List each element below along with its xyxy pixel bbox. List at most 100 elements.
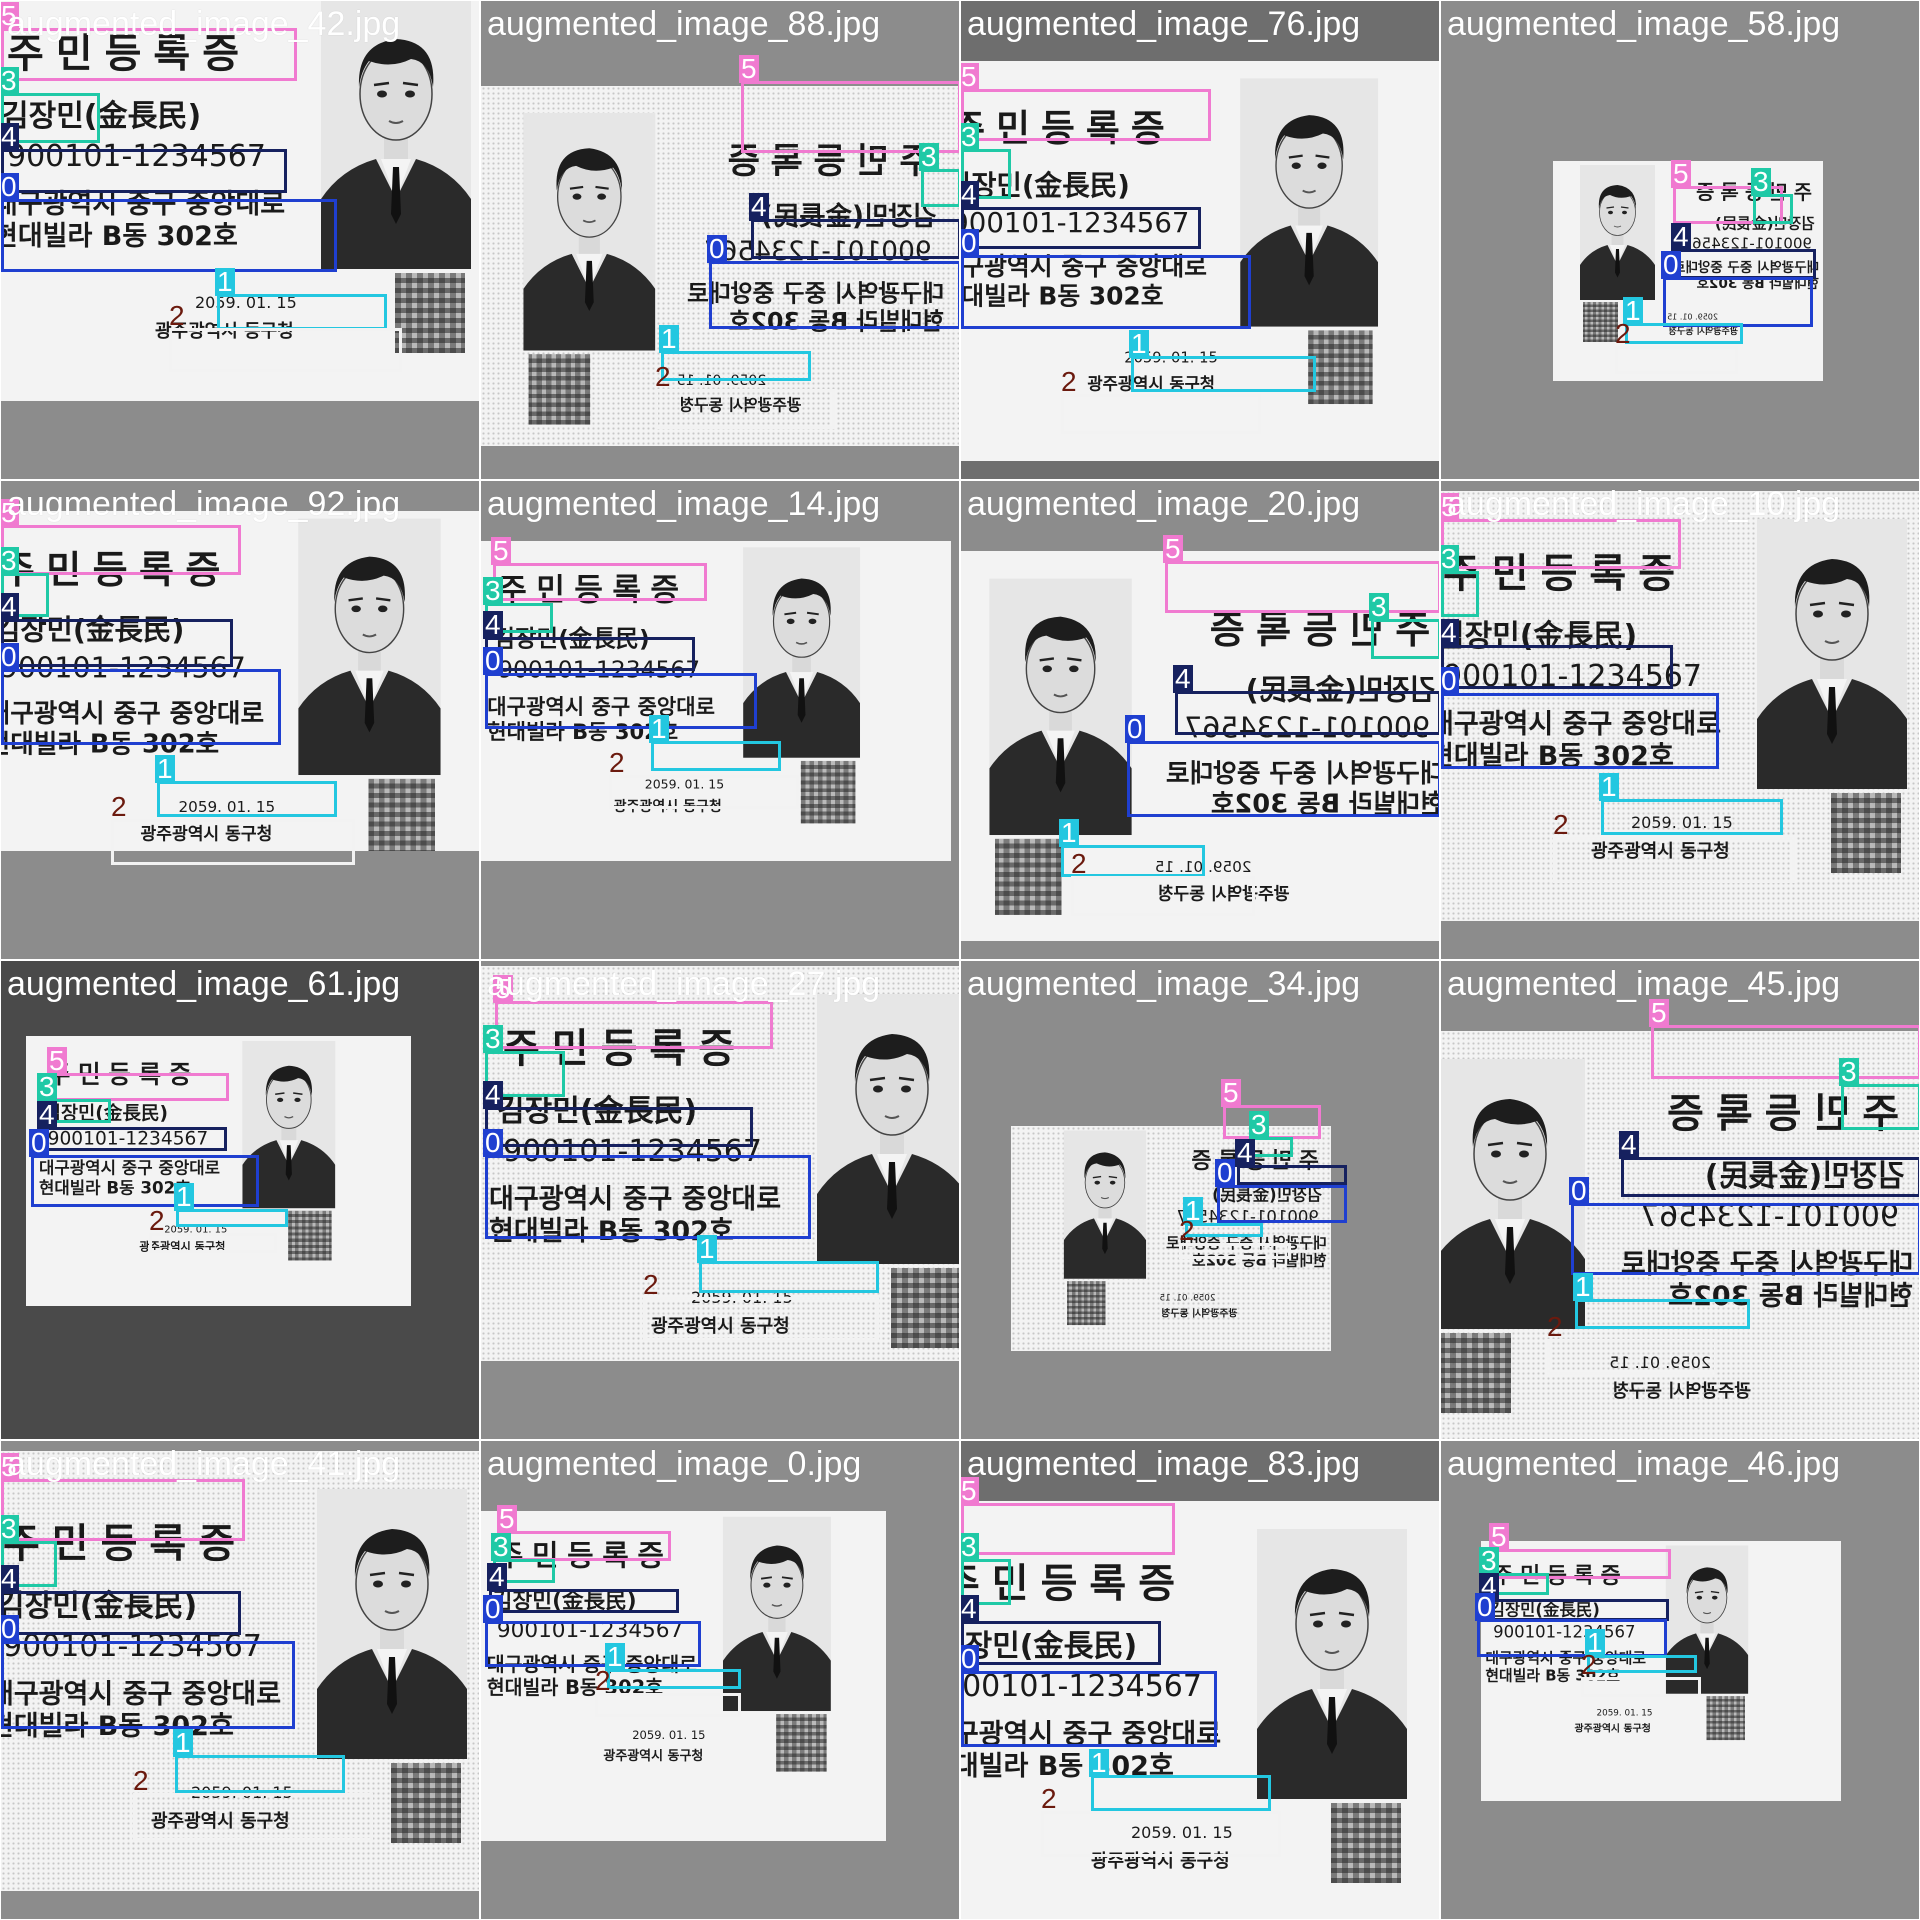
- portrait-drawing: [1257, 1529, 1407, 1799]
- detection-box-class-5: [1165, 561, 1439, 613]
- detection-label-class-1: 1: [659, 323, 679, 354]
- tile-filename: augmented_image_92.jpg: [7, 485, 401, 523]
- card-address-line2: 현대빌라 B동 302호: [38, 1178, 191, 1198]
- detection-box-class-2: [1615, 346, 1738, 374]
- detection-box-class-1: [1587, 1655, 1697, 1673]
- detection-label-class-3: 3: [1, 1513, 19, 1544]
- tile-filename: augmented_image_46.jpg: [1447, 1445, 1841, 1483]
- detection-box-class-2: [169, 328, 402, 372]
- detection-label-class-3: 3: [491, 1531, 511, 1562]
- detection-box-class-0: [1, 1641, 295, 1729]
- detection-box-class-5: [1, 28, 297, 81]
- portrait-photo: [1757, 519, 1907, 789]
- detection-box-class-1: [1575, 1299, 1750, 1329]
- detection-label-class-1: 1: [649, 713, 669, 744]
- detection-box-class-0: [485, 1155, 811, 1239]
- detection-label-class-3: 3: [1, 65, 19, 96]
- detection-box-class-0: [1477, 1619, 1667, 1657]
- detection-label-class-0: 0: [1441, 665, 1459, 696]
- detection-label-class-4: 4: [1, 591, 19, 622]
- detection-label-class-4: 4: [37, 1099, 57, 1130]
- detection-box-class-2: [595, 1693, 741, 1717]
- qr-code: [368, 778, 435, 851]
- card-address-line1: 대구광역시 중구 중앙대로: [1, 189, 286, 220]
- detection-label-class-0: 0: [961, 227, 979, 258]
- card-issuer: 광주광역시 동구청: [1612, 1381, 1751, 1402]
- detection-box-class-2: [1061, 394, 1261, 434]
- detection-label-class-1: 1: [215, 266, 235, 297]
- detection-box-class-5: [493, 563, 707, 601]
- card-address-line1: 대구광역시 중구 중앙대로: [1, 1679, 282, 1710]
- image-tile: 주민등록증 김장민(金長民) 900101-1234567 대구광역시 중구 중…: [481, 961, 959, 1439]
- detection-label-class-4: 4: [1619, 1129, 1639, 1160]
- detection-box-class-1: [607, 1669, 741, 1689]
- detection-box-class-4: [1, 149, 287, 193]
- image-tile: 주민등록증 김장민(金長民) 900101-1234567 대구광역시 중구 중…: [1441, 1, 1919, 479]
- detection-label-class-5: 5: [1221, 1077, 1241, 1108]
- detection-box-class-4: [485, 637, 695, 671]
- detection-label-class-0: 0: [1569, 1175, 1589, 1206]
- detection-box-class-5: [1673, 186, 1783, 224]
- detection-label-class-3: 3: [483, 1023, 503, 1054]
- portrait-drawing: [1063, 1130, 1147, 1279]
- detection-label-class-1: 1: [1059, 817, 1079, 848]
- card-title: 주민등록증: [7, 31, 251, 77]
- tile-filename: augmented_image_0.jpg: [487, 1445, 862, 1483]
- detection-label-class-5: 5: [1163, 533, 1183, 564]
- detection-label-class-3: 3: [37, 1071, 57, 1102]
- card-id-number: 900101-1234567: [961, 1669, 1202, 1704]
- detection-label-class-1: 1: [174, 1181, 194, 1212]
- detection-box-class-1: [176, 1209, 288, 1227]
- detection-box-class-1: [175, 1755, 345, 1793]
- detection-box-class-5: [1, 525, 241, 575]
- id-card: 주민등록증 김장민(金長民) 900101-1234567 대구광역시 중구 중…: [961, 1501, 1439, 1919]
- detection-box-class-0: [1571, 1203, 1919, 1275]
- detection-label-class-1: 1: [1089, 1747, 1109, 1778]
- portrait-drawing: [1240, 78, 1379, 327]
- qr-code: [1331, 1803, 1401, 1883]
- detection-label-class-5: 5: [1671, 158, 1691, 189]
- detection-label-class-5: 5: [47, 1045, 67, 1076]
- id-card: 주민등록증 김장민(金長民) 900101-1234567 대구광역시 중구 중…: [481, 86, 959, 446]
- detection-box-class-2: [1179, 1243, 1291, 1259]
- tile-filename: augmented_image_42.jpg: [7, 5, 401, 43]
- detection-label-class-2: 2: [1061, 366, 1077, 397]
- card-issuer: 광주광역시 동구청: [1161, 1307, 1238, 1320]
- tile-filename: augmented_image_76.jpg: [967, 5, 1361, 43]
- id-card: 주민등록증 김장민(金長民) 900101-1234567 대구광역시 중구 중…: [1, 511, 479, 851]
- card-name: 김장민(金長民): [1441, 619, 1638, 654]
- card-title: 주민등록증: [1, 549, 232, 593]
- detection-box-class-2: [1553, 837, 1795, 883]
- detection-box-class-2: [111, 819, 355, 865]
- card-issue-date: 2059. 01. 15: [195, 293, 297, 312]
- card-address: 대구광역시 중구 중앙대로 현대빌라 B동 302호: [489, 1184, 781, 1248]
- detection-box-class-3: [1251, 1137, 1293, 1157]
- detection-label-class-5: 5: [1, 1451, 19, 1482]
- detection-label-class-2: 2: [1615, 318, 1631, 349]
- id-card-content: 주민등록증 김장민(金長民) 900101-1234567 대구광역시 중구 중…: [1441, 1051, 1919, 1413]
- detection-box-class-4: [489, 1589, 679, 1613]
- id-card-content: 주민등록증 김장민(金長民) 900101-1234567 대구광역시 중구 중…: [989, 571, 1439, 915]
- detection-label-class-5: 5: [1489, 1521, 1509, 1552]
- qr-code: [1706, 1696, 1745, 1741]
- portrait-photo: [1240, 78, 1379, 327]
- detection-label-class-5: 5: [961, 1475, 979, 1506]
- portrait-photo: [1441, 1059, 1585, 1329]
- card-title: 주민등록증: [961, 107, 1176, 151]
- portrait-photo: [1580, 165, 1655, 300]
- detection-label-class-4: 4: [483, 609, 503, 640]
- detection-label-class-3: 3: [961, 121, 979, 152]
- detection-box-class-0: [1127, 741, 1439, 817]
- detection-label-class-5: 5: [1, 1, 19, 31]
- detection-label-class-2: 2: [1071, 848, 1087, 879]
- portrait-drawing: [317, 1489, 467, 1759]
- detection-label-class-4: 4: [961, 179, 979, 210]
- card-name: 김장민(金長民): [492, 1588, 637, 1614]
- portrait-photo: [1257, 1529, 1407, 1799]
- detection-label-class-2: 2: [1041, 1783, 1057, 1814]
- card-id-number: 900101-1234567: [7, 139, 266, 174]
- detection-box-class-5: [49, 1073, 229, 1101]
- image-tile: 주민등록증 김장민(金長民) 900101-1234567 대구광역시 중구 중…: [1, 481, 479, 959]
- detection-label-class-2: 2: [133, 1765, 149, 1796]
- detection-label-class-0: 0: [1661, 249, 1681, 280]
